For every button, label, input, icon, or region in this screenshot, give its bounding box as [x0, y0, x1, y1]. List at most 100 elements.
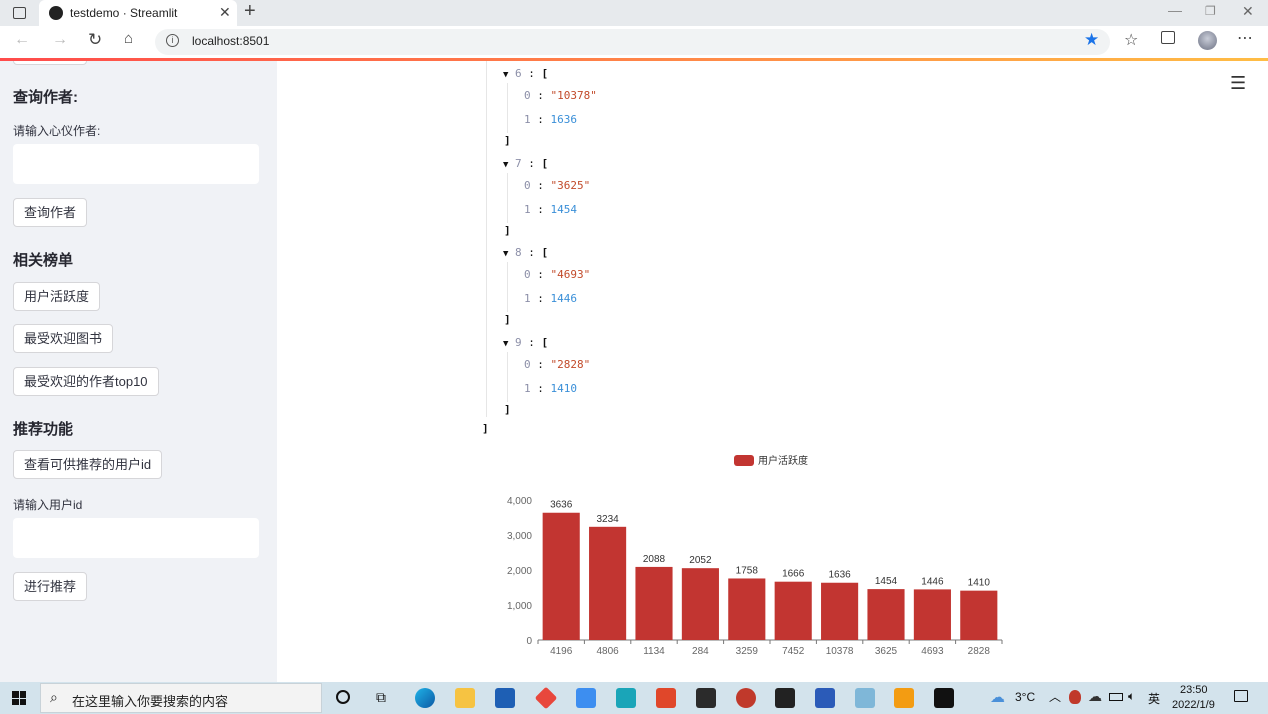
favorites-icon[interactable]: ☆ [1124, 32, 1139, 49]
close-window-icon[interactable]: ✕ [1242, 3, 1254, 19]
user-id-input[interactable] [13, 518, 259, 558]
ime-indicator[interactable]: 英 [1148, 692, 1161, 706]
sidebar: 查询作者: 请输入心仪作者: 查询作者 相关榜单 用户活跃度 最受欢迎图书 最受… [0, 61, 277, 682]
bar [635, 566, 673, 640]
back-icon[interactable]: ← [14, 31, 30, 48]
bar-value-label: 1446 [921, 576, 944, 587]
url-text: localhost:8501 [192, 34, 270, 48]
x-tick-label: 284 [692, 646, 709, 657]
windows-start-icon[interactable] [12, 691, 26, 705]
file-explorer-icon[interactable] [455, 688, 475, 708]
streamlit-decoration-bar [0, 58, 1268, 61]
cortana-icon[interactable] [336, 690, 350, 704]
app-red-icon[interactable] [534, 686, 558, 710]
x-tick-label: 10378 [826, 646, 854, 657]
favorite-star-icon[interactable]: ★ [1084, 30, 1100, 49]
streamlit-favicon-icon [49, 6, 63, 20]
taskbar-search-box[interactable]: ⌕ 在这里输入你要搜索的内容 [40, 683, 322, 713]
volume-icon[interactable]: 🔈︎ [1128, 689, 1136, 703]
bar-value-label: 1758 [736, 565, 759, 576]
x-tick-label: 2828 [968, 646, 991, 657]
ranking-heading: 相关榜单 [13, 252, 74, 269]
browser-tab[interactable]: testdemo · Streamlit ✕ [39, 0, 237, 26]
json-item-count: 1 : 1636 [524, 113, 577, 126]
cloud-sync-icon[interactable]: ☁ [1088, 688, 1102, 704]
edge-icon[interactable] [415, 688, 435, 708]
battery-icon[interactable] [1109, 693, 1123, 701]
json-array-header[interactable]: ▼ 9 : [ [503, 335, 549, 349]
word-icon[interactable] [815, 688, 835, 708]
task-view-icon[interactable]: ⧉ [376, 689, 386, 705]
author-input[interactable] [13, 144, 259, 184]
bar-value-label: 1454 [875, 576, 898, 587]
tray-chevron-icon[interactable]: ︿ [1049, 690, 1062, 704]
bar [728, 578, 766, 640]
app-orange-icon[interactable] [894, 688, 914, 708]
search-icon: ⌕ [50, 689, 58, 705]
site-info-icon[interactable]: i [166, 34, 179, 47]
json-array-close: ] [504, 313, 511, 326]
app-paper-icon[interactable] [855, 688, 875, 708]
notification-icon[interactable] [1234, 690, 1248, 702]
wps-icon[interactable] [775, 688, 795, 708]
app-teal-icon[interactable] [616, 688, 636, 708]
windows-taskbar: ⌕ 在这里输入你要搜索的内容 ⧉ ☁ 3°C ︿ ☁ 🔈︎ 英 23:50 20… [0, 682, 1268, 714]
weather-temp[interactable]: 3°C [1015, 690, 1036, 704]
forward-icon[interactable]: → [52, 31, 68, 48]
bar-value-label: 3234 [596, 514, 619, 525]
query-author-button[interactable]: 查询作者 [13, 198, 88, 227]
bar-chart: 用户活跃度 0 1,000 2,000 3,000 4,000 3636 4196 3234 48… [507, 454, 1003, 657]
sidebar-button-partial[interactable] [13, 61, 87, 65]
weather-icon[interactable]: ☁ [990, 689, 1005, 706]
clock-date[interactable]: 2022/1/9 [1172, 699, 1215, 711]
new-tab-icon[interactable]: + [244, 0, 256, 22]
bar [542, 512, 580, 640]
collections-icon[interactable] [1161, 31, 1175, 44]
x-tick-label: 4806 [596, 646, 619, 657]
y-tick-label: 4,000 [507, 496, 532, 507]
popular-authors-button[interactable]: 最受欢迎的作者top10 [13, 367, 159, 396]
bar-value-label: 1636 [828, 570, 851, 581]
popular-books-button[interactable]: 最受欢迎图书 [13, 324, 114, 353]
store-icon[interactable] [495, 688, 515, 708]
view-user-ids-button[interactable]: 查看可供推荐的用户id [13, 450, 163, 479]
app-blue-icon[interactable] [576, 688, 596, 708]
taskbar-search-placeholder: 在这里输入你要搜索的内容 [72, 694, 229, 709]
app-gear-icon[interactable] [736, 688, 756, 708]
qq-icon[interactable] [1069, 690, 1081, 704]
terminal-icon[interactable] [934, 688, 954, 708]
bar [913, 589, 951, 640]
url-field[interactable]: i localhost:8501 ★ [155, 29, 1110, 55]
hamburger-menu-icon[interactable]: ☰ [1230, 73, 1247, 93]
refresh-icon[interactable]: ↻ [88, 30, 103, 49]
more-menu-icon[interactable]: ⋯ [1237, 30, 1253, 47]
json-array-header[interactable]: ▼ 7 : [ [503, 156, 549, 170]
tab-title: testdemo · Streamlit [70, 6, 178, 20]
json-item-id: 0 : "3625" [524, 178, 591, 192]
minimize-icon[interactable]: — [1168, 2, 1182, 18]
legend-swatch [734, 455, 754, 466]
browser-tab-bar: testdemo · Streamlit ✕ + — ❐ ✕ [0, 0, 1268, 26]
clock-time[interactable]: 23:50 [1180, 684, 1208, 696]
x-tick-label: 1134 [643, 646, 665, 657]
x-tick-label: 3625 [875, 646, 898, 657]
legend-label: 用户活跃度 [758, 454, 808, 467]
office-icon[interactable] [656, 688, 676, 708]
json-array-header[interactable]: ▼ 8 : [ [503, 246, 549, 259]
bar-value-label: 2088 [643, 554, 666, 565]
recommend-button[interactable]: 进行推荐 [13, 572, 88, 601]
user-activity-button[interactable]: 用户活跃度 [13, 282, 101, 311]
bar [960, 590, 998, 640]
json-array-close: ] [504, 134, 511, 147]
restore-icon[interactable]: ❐ [1205, 4, 1216, 18]
bar [681, 568, 719, 640]
json-array-close: ] [504, 402, 511, 416]
json-array-header[interactable]: ▼ 6 : [ [503, 67, 549, 80]
home-icon[interactable]: ⌂ [124, 30, 134, 47]
bar [589, 526, 627, 640]
sticky-notes-icon[interactable] [696, 688, 716, 708]
tab-actions-icon[interactable] [13, 7, 26, 19]
browser-address-bar: ← → ↻ ⌂ i localhost:8501 ★ ☆ ⋯ [0, 26, 1268, 58]
tab-close-icon[interactable]: ✕ [219, 4, 231, 20]
profile-avatar[interactable] [1198, 31, 1217, 50]
